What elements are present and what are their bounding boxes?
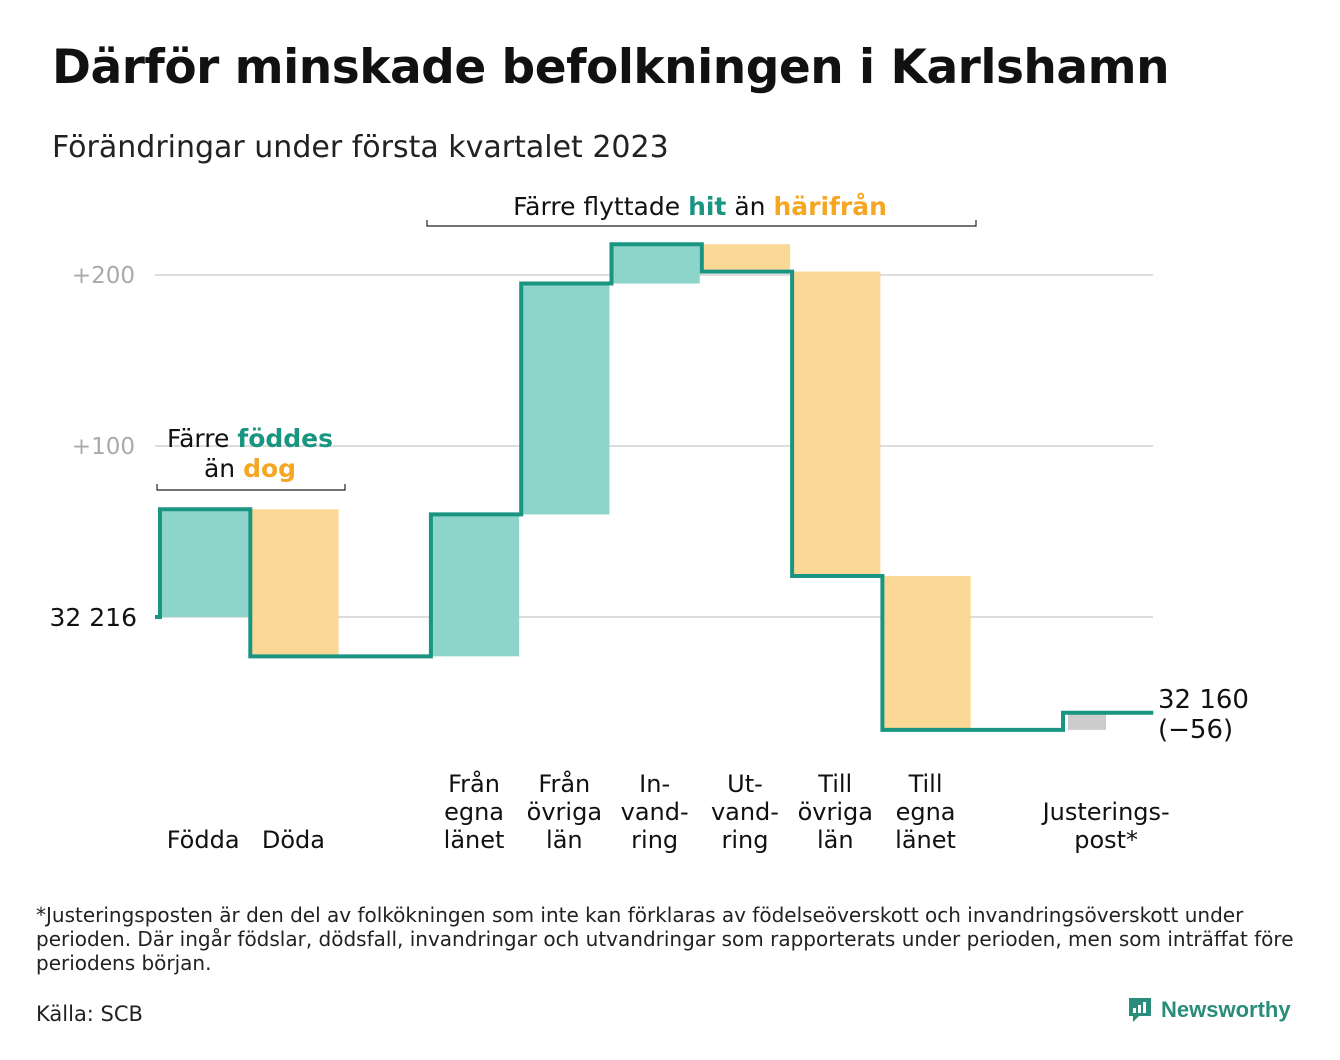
x-axis-label: Justerings-: [1041, 798, 1170, 826]
source-label: Källa: SCB: [36, 1002, 143, 1026]
end-change-label: (−56): [1158, 715, 1233, 745]
bar-inflow: [611, 244, 700, 284]
bar-inflow: [521, 283, 610, 515]
x-axis-label: post*: [1074, 826, 1138, 854]
x-axis-label: länet: [895, 826, 956, 854]
x-axis-label: vand-: [711, 798, 779, 826]
bar-adjustment: [1068, 712, 1106, 730]
x-axis-label: ring: [721, 826, 768, 854]
chart-title: Därför minskade befolkningen i Karlshamn: [52, 40, 1170, 95]
annotation-births-deaths: än dog: [204, 454, 296, 483]
x-axis-label: egna: [444, 798, 504, 826]
x-axis-label: ring: [631, 826, 678, 854]
brand[interactable]: Newsworthy: [1127, 996, 1291, 1024]
x-axis-label: län: [817, 826, 854, 854]
annotation-births-deaths: Färre föddes: [167, 424, 333, 453]
annotation-bracket: [156, 484, 346, 491]
x-axis-label: län: [546, 826, 583, 854]
x-axis-label: In-: [639, 770, 670, 798]
x-axis-label: länet: [444, 826, 505, 854]
x-axis-label: övriga: [527, 798, 602, 826]
x-axis-label: Från: [538, 769, 590, 798]
x-axis-label: egna: [896, 798, 956, 826]
x-axis-label: Från: [448, 769, 500, 798]
bar-inflow: [160, 509, 249, 617]
footnote: *Justeringsposten är den del av folkökni…: [36, 903, 1294, 975]
bar-outflow: [792, 271, 881, 576]
end-value-label: 32 160: [1158, 685, 1249, 715]
x-axis-label: Döda: [262, 826, 325, 854]
x-axis-label: Ut-: [727, 770, 763, 798]
newsworthy-logo-icon: [1129, 998, 1151, 1022]
y-tick-label: +100: [72, 434, 135, 460]
annotation-migration: Färre flyttade hit än härifrån: [513, 192, 887, 221]
x-axis-label: vand-: [621, 798, 689, 826]
brand-name: Newsworthy: [1161, 997, 1291, 1022]
bar-outflow: [250, 509, 339, 657]
x-axis-label: övriga: [798, 798, 873, 826]
cumulative-step-line: [155, 242, 1154, 732]
annotation-bracket: [426, 220, 977, 227]
x-axis-label: Till: [817, 770, 852, 798]
start-value-label: 32 216: [50, 603, 137, 632]
bar-outflow: [701, 244, 791, 272]
x-axis-label: Födda: [167, 826, 240, 854]
y-tick-label: +200: [72, 263, 135, 289]
chart-subtitle: Förändringar under första kvartalet 2023: [52, 130, 669, 165]
bar-outflow: [882, 575, 971, 730]
x-axis-label: Till: [908, 770, 943, 798]
bar-inflow: [430, 514, 520, 657]
